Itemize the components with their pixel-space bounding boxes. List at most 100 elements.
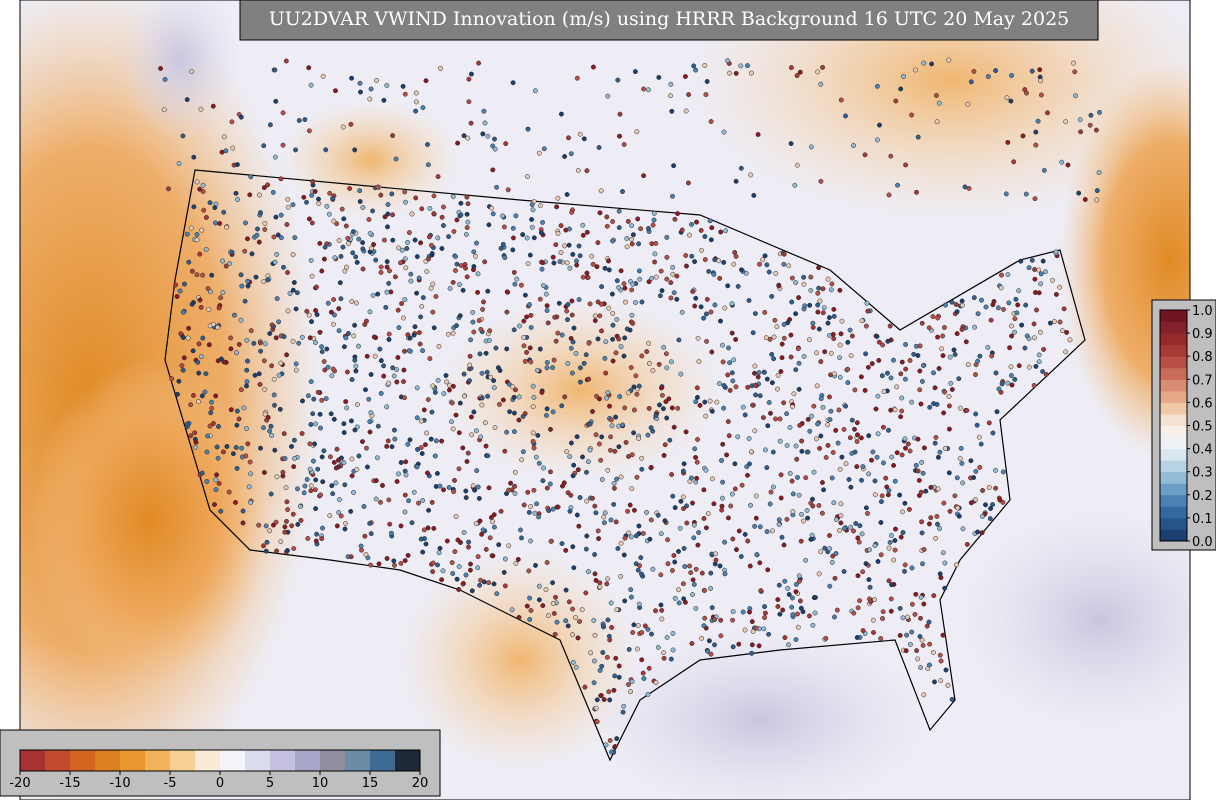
observation-dot: [1006, 300, 1012, 306]
observation-dot: [212, 205, 218, 211]
observation-dot: [599, 663, 605, 669]
observation-dot: [728, 503, 734, 509]
observation-dot: [252, 372, 258, 378]
observation-dot: [733, 70, 739, 76]
observation-dot: [326, 211, 332, 217]
observation-dot: [933, 93, 939, 98]
observation-dot: [766, 400, 772, 405]
observation-dot: [590, 261, 596, 267]
observation-dot: [565, 317, 570, 323]
observation-dot: [341, 421, 347, 427]
observation-dot: [430, 383, 436, 389]
observation-dot: [790, 491, 796, 497]
observation-dot: [465, 201, 471, 207]
observation-dot: [502, 556, 508, 562]
observation-dot: [959, 298, 965, 304]
observation-dot: [265, 182, 271, 188]
observation-dot: [294, 290, 300, 296]
observation-dot: [698, 304, 704, 310]
observation-dot: [330, 195, 336, 201]
observation-dot: [1082, 197, 1088, 202]
observation-dot: [565, 361, 571, 366]
observation-dot: [262, 341, 268, 347]
observation-dot: [323, 396, 329, 402]
observation-dot: [614, 607, 620, 613]
observation-dot: [794, 73, 800, 79]
observation-dot: [1093, 127, 1099, 133]
observation-dot: [664, 276, 670, 282]
observation-dot: [752, 382, 758, 388]
observation-dot: [957, 456, 963, 462]
observation-dot: [720, 495, 725, 501]
observation-dot: [998, 285, 1004, 291]
observation-dot: [429, 409, 435, 415]
observation-dot: [606, 689, 612, 695]
observation-dot: [798, 538, 804, 544]
observation-dot: [589, 253, 595, 259]
observation-dot: [628, 689, 633, 695]
observation-dot: [918, 594, 924, 600]
observation-dot: [730, 378, 736, 384]
observation-dot: [591, 680, 597, 686]
observation-dot: [363, 552, 369, 557]
observation-dot: [903, 648, 909, 654]
observation-dot: [352, 427, 358, 433]
observation-dot: [454, 323, 459, 329]
observation-dot: [779, 534, 785, 540]
observation-dot: [527, 345, 533, 351]
observation-dot: [550, 580, 556, 586]
observation-dot: [722, 305, 728, 311]
observation-dot: [418, 418, 424, 424]
observation-dot: [392, 274, 398, 280]
observation-dot: [650, 368, 656, 373]
observation-dot: [527, 595, 533, 601]
observation-dot: [988, 506, 994, 511]
observation-dot: [854, 420, 860, 426]
observation-dot: [628, 594, 634, 600]
observation-dot: [248, 328, 254, 334]
observation-dot: [713, 557, 719, 563]
observation-dot: [702, 62, 708, 68]
observation-dot: [458, 263, 464, 269]
observation-dot: [569, 298, 575, 304]
observation-dot: [184, 231, 190, 237]
observation-dot: [1012, 376, 1018, 382]
observation-dot: [815, 421, 821, 427]
observation-dot: [378, 358, 384, 364]
observation-dot: [458, 212, 464, 218]
observation-dot: [622, 598, 628, 604]
observation-dot: [702, 588, 707, 593]
observation-dot: [867, 547, 872, 553]
observation-dot: [528, 312, 534, 318]
observation-dot: [280, 469, 286, 475]
observation-dot: [632, 69, 638, 75]
observation-dot: [848, 353, 854, 359]
observation-dot: [875, 559, 881, 564]
observation-dot: [267, 528, 272, 534]
innovation-colorbar: -20 -15 -10 -5 0 5 10 15 20: [0, 729, 441, 797]
observation-dot: [596, 441, 602, 447]
observation-dot: [745, 538, 751, 544]
observation-dot: [511, 327, 517, 333]
observation-dot: [244, 367, 250, 373]
observation-dot: [624, 236, 630, 241]
observation-dot: [948, 380, 954, 386]
observation-dot: [593, 510, 599, 516]
observation-dot: [829, 281, 835, 287]
observation-dot: [1032, 335, 1037, 341]
observation-dot: [192, 430, 198, 436]
observation-dot: [511, 410, 517, 416]
observation-dot: [378, 499, 383, 505]
observation-dot: [847, 327, 853, 333]
observation-dot: [897, 632, 903, 638]
observation-dot: [282, 456, 288, 461]
observation-dot: [545, 613, 551, 619]
observation-dot: [1020, 133, 1026, 139]
colorbar-segment: [1160, 310, 1187, 323]
observation-dot: [1015, 302, 1021, 308]
observation-dot: [512, 469, 518, 475]
observation-dot: [738, 165, 744, 171]
observation-dot: [562, 243, 567, 249]
observation-dot: [553, 594, 558, 600]
